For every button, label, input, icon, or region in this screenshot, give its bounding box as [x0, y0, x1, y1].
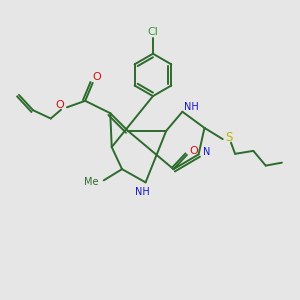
Text: O: O	[189, 146, 198, 157]
Text: N: N	[203, 147, 211, 157]
Text: S: S	[225, 131, 232, 144]
Text: Me: Me	[84, 177, 99, 187]
Text: O: O	[93, 72, 101, 82]
Text: O: O	[56, 100, 64, 110]
Text: NH: NH	[135, 187, 149, 197]
Text: NH: NH	[184, 102, 199, 112]
Text: Cl: Cl	[148, 27, 158, 37]
